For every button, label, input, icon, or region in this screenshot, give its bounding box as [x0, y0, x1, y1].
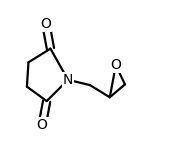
Text: O: O	[37, 118, 48, 132]
Text: N: N	[63, 73, 73, 87]
Text: O: O	[110, 58, 121, 72]
Text: O: O	[40, 17, 51, 31]
